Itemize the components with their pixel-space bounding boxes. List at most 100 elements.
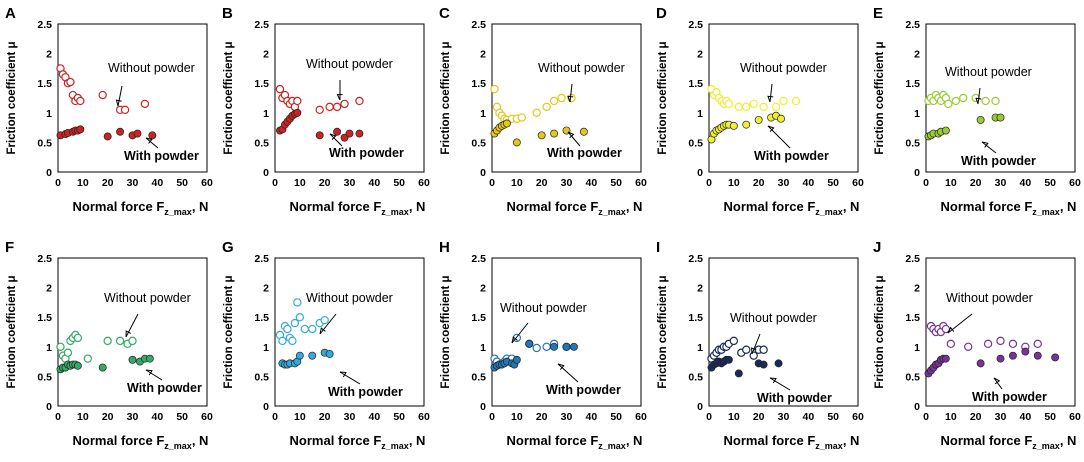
x-axis-label: Normal force Fz_max, N <box>507 433 643 451</box>
x-axis-label-sub: z_max <box>815 441 843 451</box>
y-tick-label: 1.5 <box>37 312 52 324</box>
arrow-without-powder-line <box>117 85 123 107</box>
y-tick-label: 2.5 <box>37 253 52 265</box>
annotation-without-powder: Without powder <box>730 311 817 325</box>
y-tick-label: 1 <box>46 108 52 120</box>
panel-a-letter: A <box>5 5 16 22</box>
arrow-with-powder-line <box>767 125 791 149</box>
data-point <box>779 96 788 106</box>
data-point <box>76 125 85 134</box>
data-point <box>1033 339 1042 349</box>
y-tick-label: 2.5 <box>471 19 486 31</box>
y-axis-label: Friction coefficient μ <box>440 275 452 388</box>
data-point <box>996 113 1005 122</box>
y-tick-label: 2.5 <box>688 19 703 31</box>
data-point <box>512 138 521 147</box>
series-with-powder <box>276 108 364 142</box>
arrow-without-powder-line <box>977 87 981 105</box>
x-tick-label: 50 <box>827 177 839 189</box>
x-tick-label: 20 <box>319 177 331 189</box>
arrow-without-powder-head <box>767 95 774 103</box>
y-tick-label: 0 <box>480 167 486 179</box>
y-tick-label: 2 <box>263 283 269 295</box>
data-point <box>749 99 758 109</box>
x-axis-label: Normal force Fz_max, N <box>724 199 860 217</box>
x-tick-label: 0 <box>272 411 278 423</box>
data-point <box>562 342 571 351</box>
annotation-without-powder: Without powder <box>108 61 195 75</box>
x-tick-label: 40 <box>151 177 163 189</box>
y-tick-label: 2.5 <box>688 253 703 265</box>
x-axis-label-suffix: , N <box>409 433 426 448</box>
arrow-with-powder-line <box>567 131 581 147</box>
y-tick-label: 0 <box>263 167 269 179</box>
data-point <box>355 96 364 106</box>
data-point <box>1033 351 1042 360</box>
x-tick-label: 20 <box>753 177 765 189</box>
x-tick-label: 10 <box>945 411 957 423</box>
x-tick-label: 30 <box>995 177 1007 189</box>
x-tick-label: 0 <box>55 411 61 423</box>
y-tick-label: 1 <box>914 342 920 354</box>
x-axis-label-prefix: Normal force F <box>290 199 382 214</box>
data-point <box>315 105 324 115</box>
x-tick-label: 30 <box>344 177 356 189</box>
series-without-powder <box>924 90 1000 109</box>
data-point <box>959 93 968 103</box>
panel-h-axes <box>491 257 642 407</box>
data-point <box>290 318 300 328</box>
series-with-powder <box>278 348 334 369</box>
annotation-with-powder: With powder <box>547 146 622 160</box>
x-axis-label-suffix: , N <box>1060 433 1077 448</box>
data-point <box>996 336 1005 346</box>
data-point <box>73 361 82 370</box>
y-tick-label: 0.5 <box>37 371 52 383</box>
y-tick-label: 0 <box>46 167 52 179</box>
panel-i: I 0 0.5 1 1.5 2 2.5 0 10 20 30 40 50 60 Friction coeff… <box>656 239 864 451</box>
y-tick-label: 1.5 <box>254 78 269 90</box>
data-point <box>754 115 763 124</box>
data-point <box>734 369 743 378</box>
data-point <box>288 336 297 346</box>
x-tick-label: 30 <box>995 411 1007 423</box>
arrow-without-powder-head <box>319 327 326 335</box>
series-with-powder <box>924 113 1005 141</box>
x-tick-label: 40 <box>368 411 380 423</box>
x-tick-label: 40 <box>1019 411 1031 423</box>
data-point <box>325 102 334 112</box>
x-axis-label-prefix: Normal force F <box>941 199 1033 214</box>
data-point <box>532 108 541 118</box>
x-tick-label: 40 <box>1019 177 1031 189</box>
arrow-with-powder-head <box>557 363 565 370</box>
y-tick-label: 0.5 <box>254 371 269 383</box>
x-tick-label: 60 <box>201 177 213 189</box>
y-tick-label: 1 <box>697 342 703 354</box>
x-tick-label: 40 <box>802 411 814 423</box>
arrow-with-powder-head <box>145 369 153 376</box>
data-point <box>345 129 354 138</box>
arrow-without-powder-head <box>511 336 518 344</box>
data-point <box>115 336 125 346</box>
arrow-without-powder-line <box>569 83 573 103</box>
x-tick-label: 50 <box>1044 411 1056 423</box>
data-point <box>550 129 559 138</box>
y-tick-label: 1 <box>697 108 703 120</box>
data-point <box>56 342 65 351</box>
x-axis-label-suffix: , N <box>192 199 209 214</box>
x-tick-label: 20 <box>753 411 765 423</box>
series-with-powder <box>924 347 1060 378</box>
y-tick-label: 1.5 <box>905 312 920 324</box>
arrow-with-powder-line <box>557 363 579 383</box>
data-point <box>76 96 85 106</box>
series-without-powder <box>275 298 329 346</box>
x-tick-label: 10 <box>728 411 740 423</box>
y-tick-label: 1 <box>46 342 52 354</box>
y-tick-label: 1.5 <box>37 78 52 90</box>
annotation-with-powder: With powder <box>546 383 621 397</box>
data-point <box>148 131 157 140</box>
panel-j-axes <box>925 257 1076 407</box>
y-tick-label: 1 <box>263 342 269 354</box>
x-axis-label-prefix: Normal force F <box>941 433 1033 448</box>
data-point <box>742 345 751 354</box>
data-point <box>308 324 317 334</box>
